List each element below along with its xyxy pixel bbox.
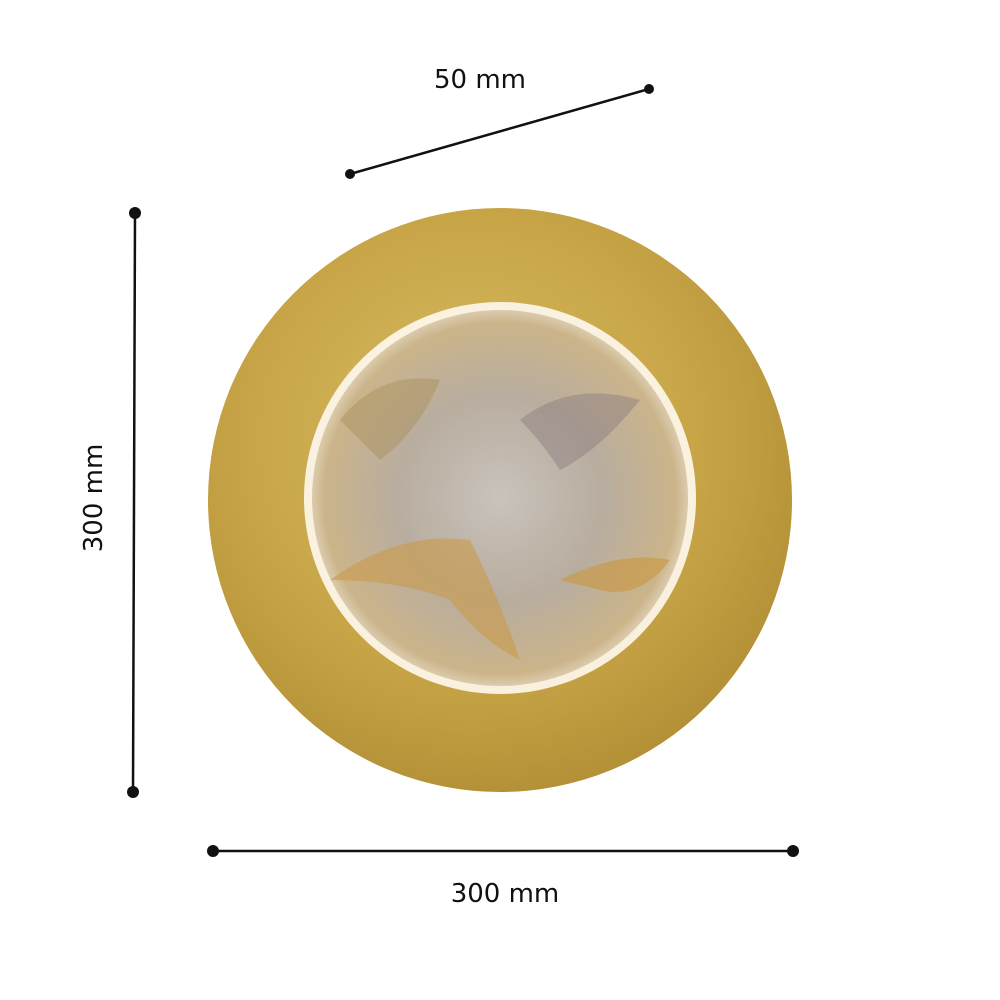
height-dimension-line (127, 207, 141, 798)
height-label: 300 mm (79, 444, 109, 553)
width-dimension-line (207, 845, 799, 857)
depth-label: 50 mm (434, 65, 526, 95)
wall-lamp-image (208, 208, 792, 792)
width-label: 300 mm (451, 879, 560, 909)
depth-dimension-line (345, 84, 654, 179)
